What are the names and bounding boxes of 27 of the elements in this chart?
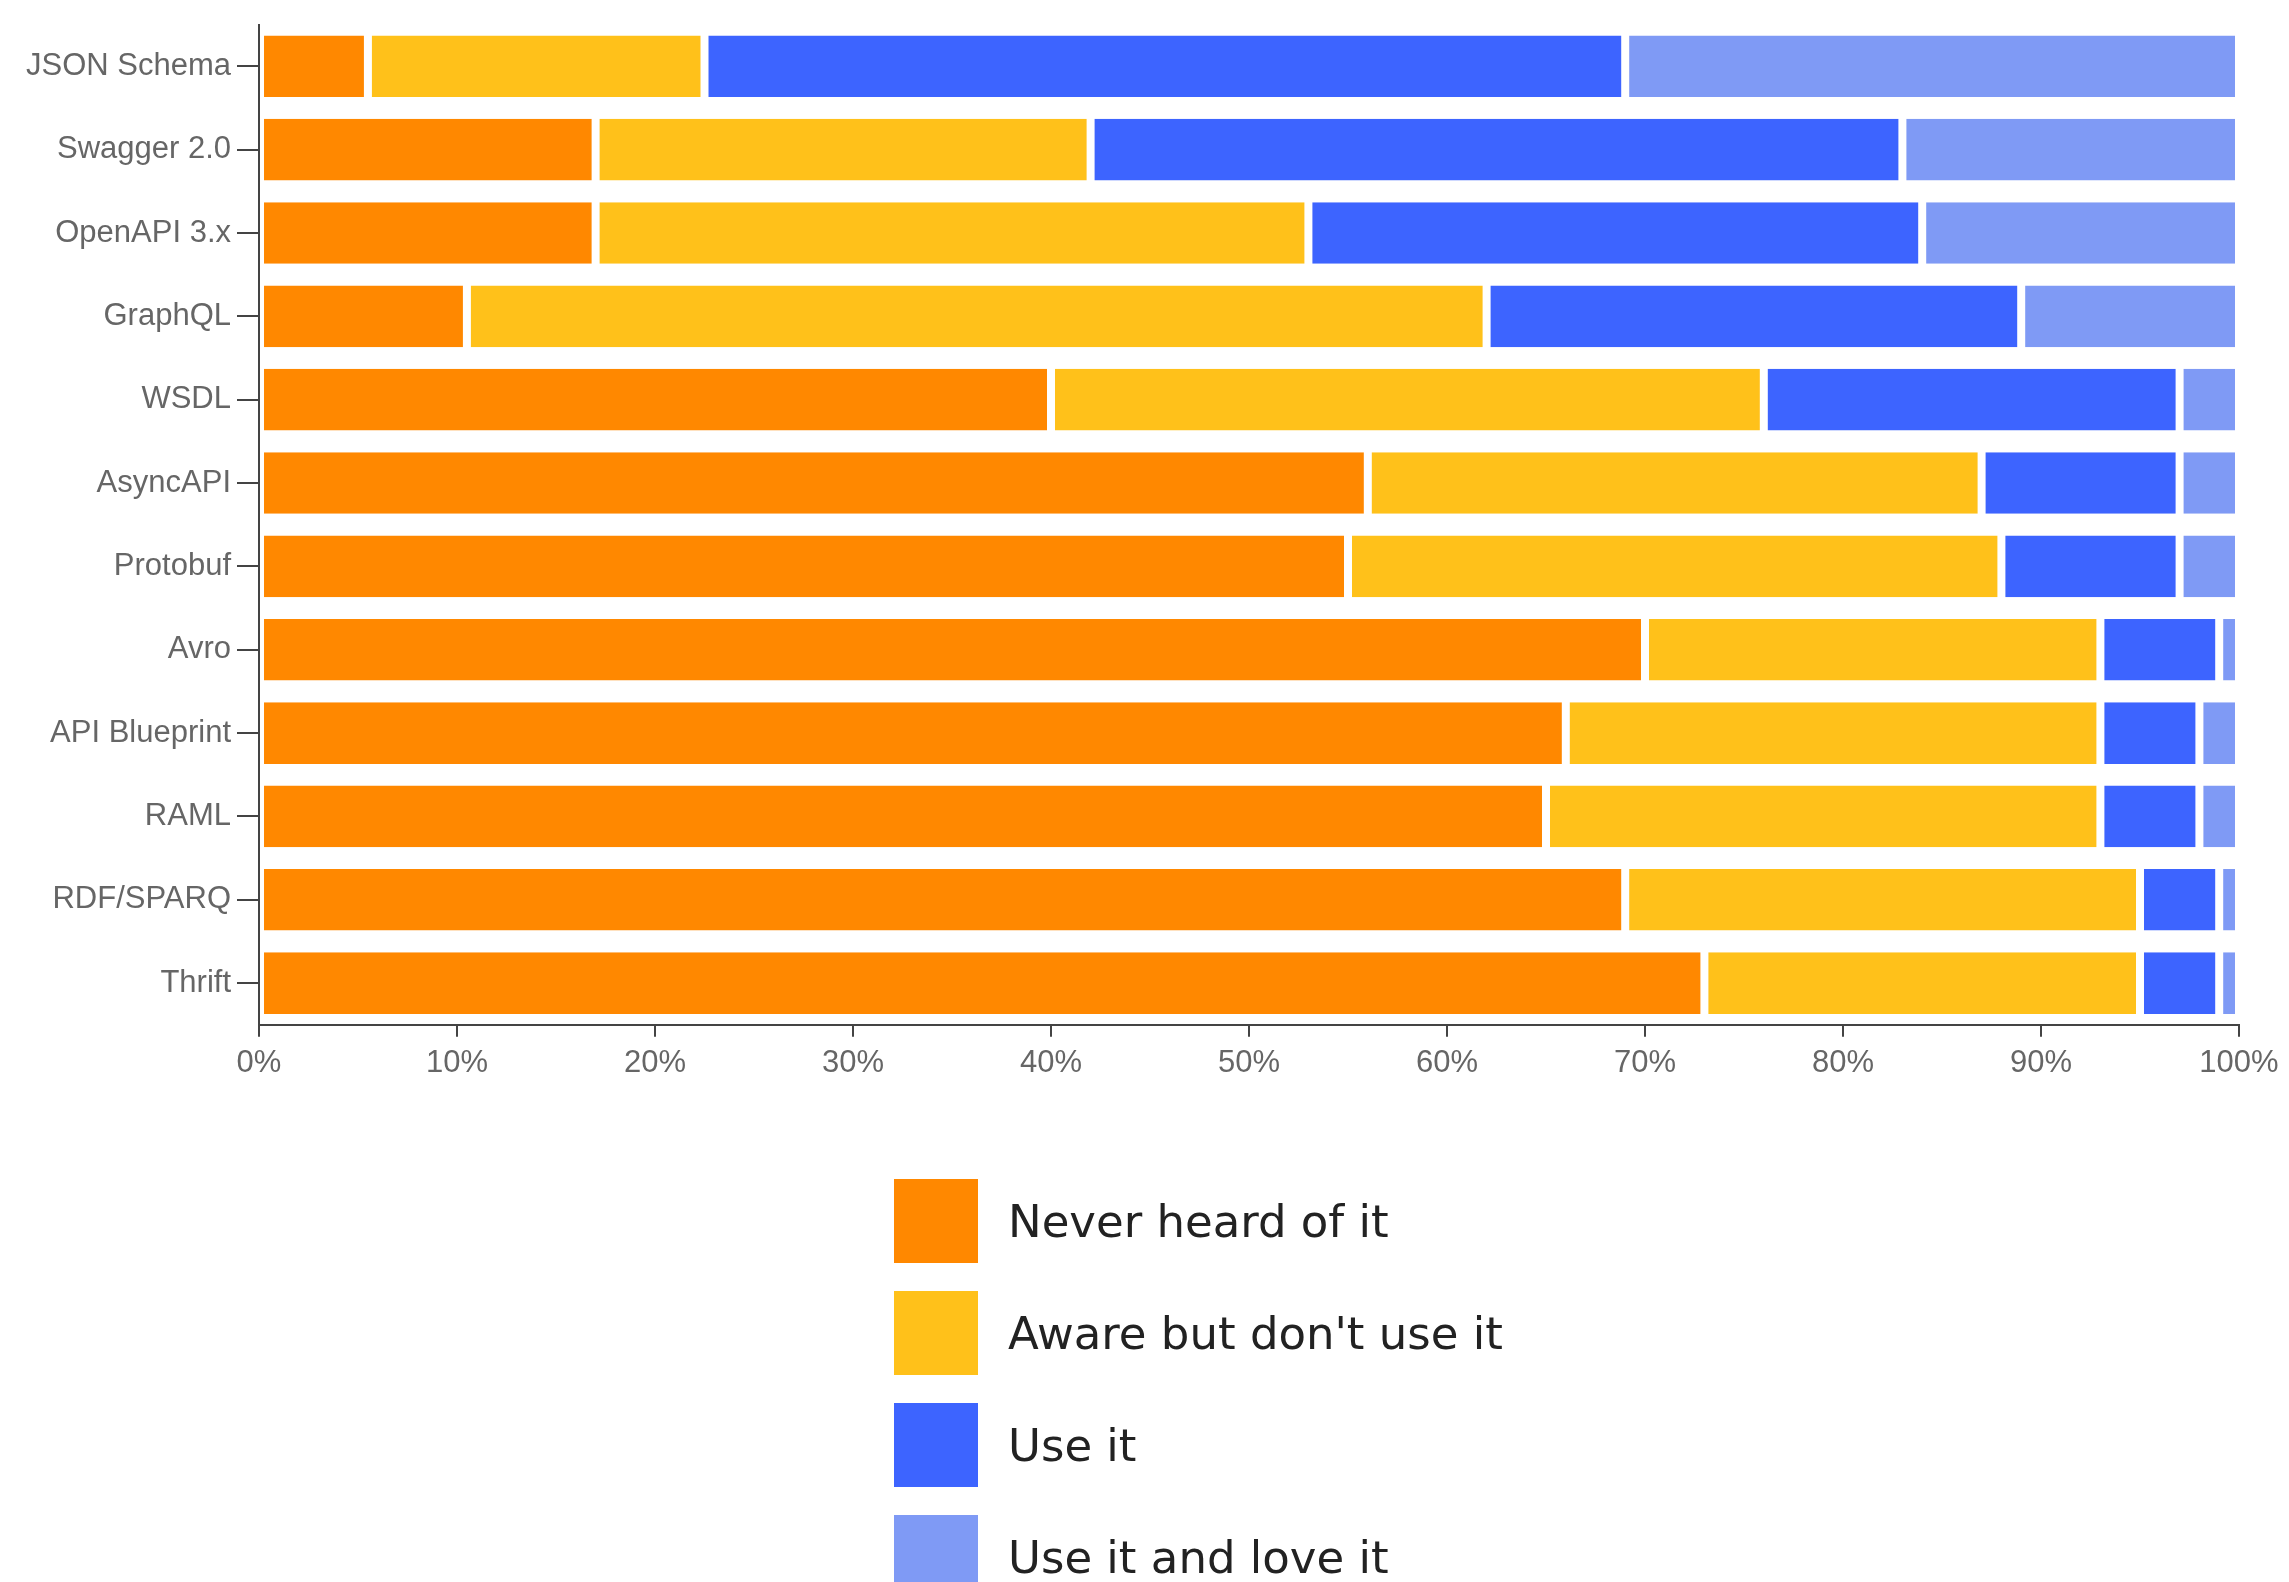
y-tick-label: RAML — [144, 796, 232, 832]
y-tick-label: GraphQL — [103, 296, 232, 332]
y-tick-label: WSDL — [141, 380, 232, 416]
y-tick-label: RDF/SPARQ — [52, 880, 232, 916]
legend-label: Never heard of it — [1008, 1194, 1389, 1248]
y-tick-label: API Blueprint — [50, 713, 232, 749]
x-tick-label: 100% — [2199, 1043, 2279, 1079]
legend-label: Use it and love it — [1008, 1530, 1389, 1582]
x-tick-label: 40% — [1019, 1043, 1083, 1079]
y-tick-label: AsyncAPI — [96, 463, 232, 499]
x-tick-label: 20% — [623, 1043, 687, 1079]
x-tick-label: 50% — [1217, 1043, 1281, 1079]
legend-label: Use it — [1008, 1418, 1137, 1472]
legend-label: Aware but don't use it — [1008, 1306, 1503, 1360]
x-tick-label: 10% — [425, 1043, 489, 1079]
y-tick-label: JSON Schema — [26, 46, 232, 82]
x-tick-label: 70% — [1613, 1043, 1677, 1079]
x-tick-label: 30% — [821, 1043, 885, 1079]
x-tick-label: 80% — [1811, 1043, 1875, 1079]
y-tick-label: OpenAPI 3.x — [55, 213, 232, 249]
y-tick-label: Thrift — [160, 963, 232, 999]
y-tick-label: Avro — [167, 630, 232, 666]
x-tick-label: 0% — [236, 1043, 282, 1079]
y-tick-label: Protobuf — [113, 546, 232, 582]
x-tick-label: 90% — [2009, 1043, 2073, 1079]
y-tick-label: Swagger 2.0 — [56, 130, 232, 166]
x-tick-label: 60% — [1415, 1043, 1479, 1079]
